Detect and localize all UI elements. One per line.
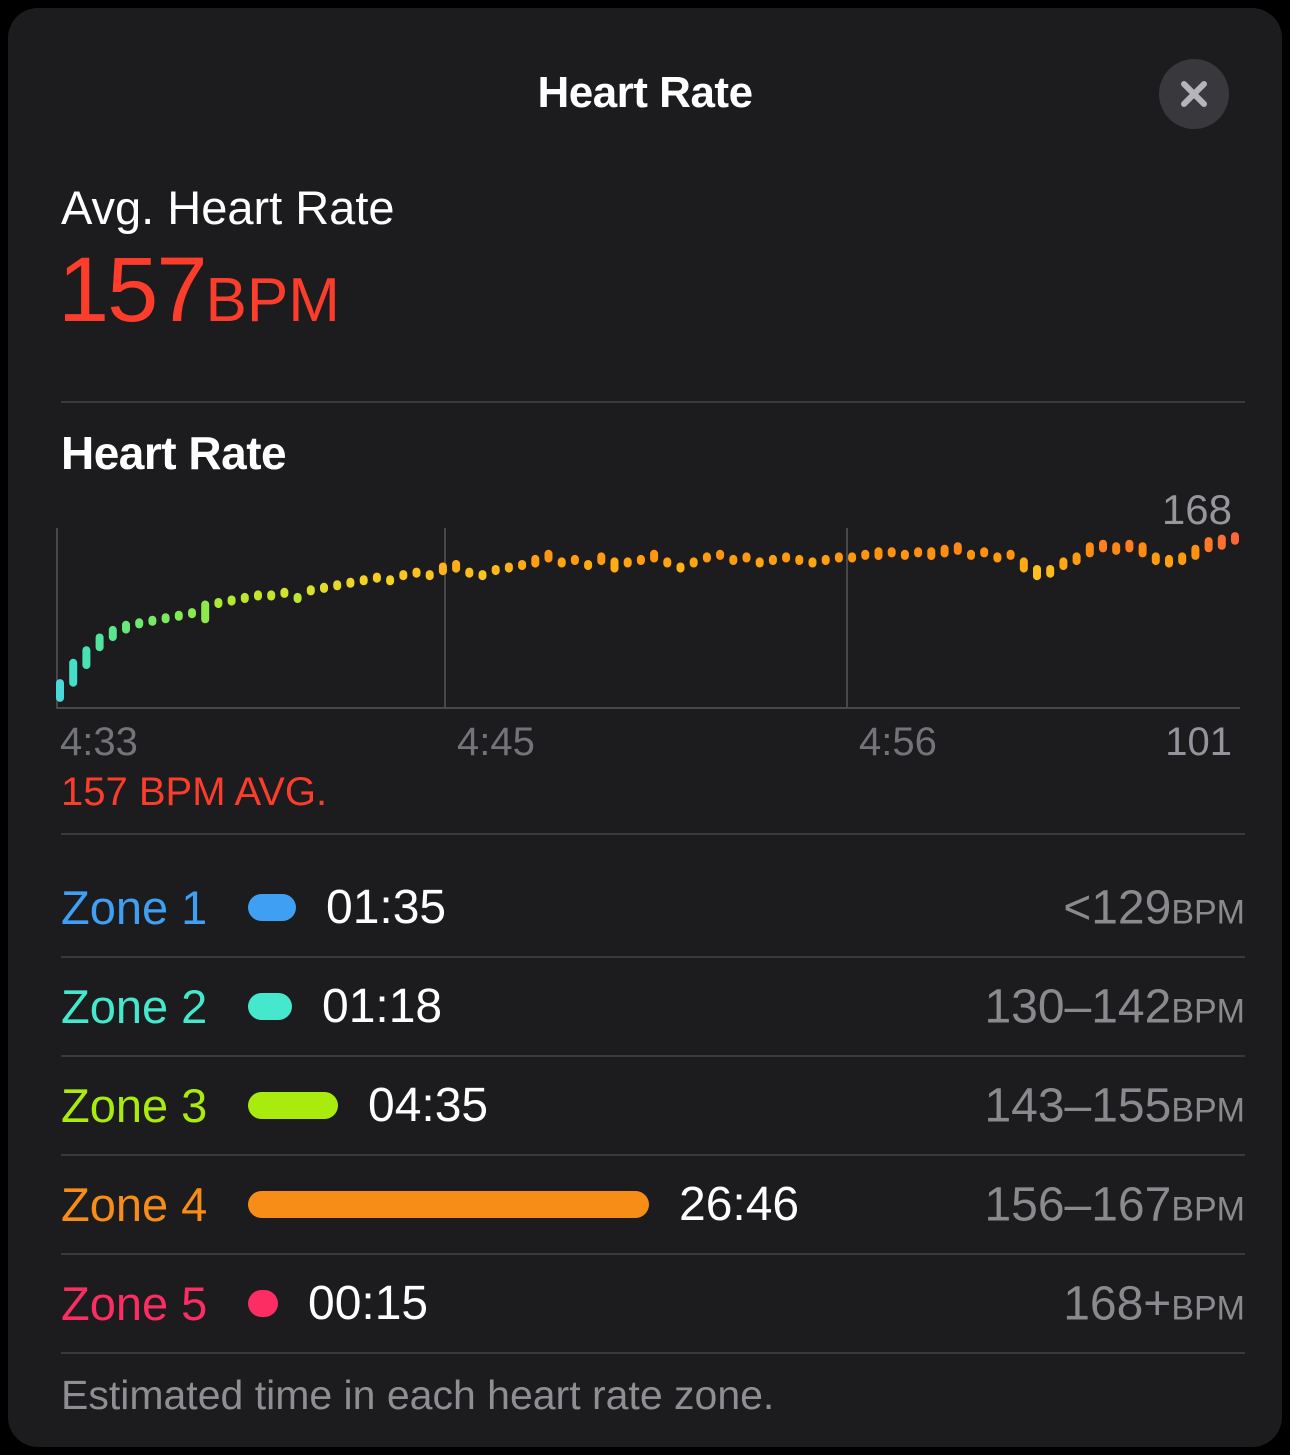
avg-bpm-unit: BPM <box>205 266 340 335</box>
zone-time: 26:46 <box>679 1178 800 1231</box>
x-axis-end-label: 101 <box>1165 720 1232 764</box>
zone-row-4: Zone 4 26:46 156–167 BPM <box>61 1156 1245 1255</box>
zone-label: Zone 2 <box>61 980 208 1033</box>
zone-bpm-range: 156–167 BPM <box>984 1177 1245 1232</box>
zone-bpm-range: <129 BPM <box>1063 880 1245 935</box>
zone-list: Zone 1 01:35 <129 BPM Zone 2 01:18 130–1… <box>61 859 1245 1354</box>
zone-range-number: <129 <box>1063 881 1172 934</box>
zone-bpm-range: 130–142 BPM <box>984 979 1245 1034</box>
zone-duration-pill <box>248 1191 649 1218</box>
close-button[interactable] <box>1159 59 1229 129</box>
zone-range-unit: BPM <box>1171 992 1245 1030</box>
zone-range-number: 143–155 <box>984 1079 1172 1132</box>
divider <box>61 833 1245 835</box>
zone-time: 04:35 <box>368 1079 489 1132</box>
chart-section-heading: Heart Rate <box>61 427 287 479</box>
zone-range-unit: BPM <box>1171 893 1245 931</box>
zone-bpm-range: 143–155 BPM <box>984 1078 1245 1133</box>
zone-duration-pill <box>248 1092 338 1119</box>
avg-bpm-number: 157 <box>58 239 207 341</box>
zone-row-2: Zone 2 01:18 130–142 BPM <box>61 958 1245 1057</box>
zone-row-1: Zone 1 01:35 <129 BPM <box>61 859 1245 958</box>
chart-max-bpm-label: 168 <box>1161 486 1232 533</box>
zone-range-number: 168+ <box>1063 1277 1172 1330</box>
page-title: Heart Rate <box>537 68 753 117</box>
zone-row-5: Zone 5 00:15 168+ BPM <box>61 1255 1245 1354</box>
x-axis-tick: 4:33 <box>60 720 138 764</box>
avg-heart-rate-label: Avg. Heart Rate <box>61 181 395 234</box>
modal-sheet: Heart Rate Avg. Heart Rate 157 BPM Heart… <box>8 8 1282 1447</box>
zone-label: Zone 3 <box>61 1079 208 1132</box>
zone-time: 00:15 <box>308 1277 429 1330</box>
zone-range-unit: BPM <box>1171 1289 1245 1327</box>
zone-duration-pill <box>248 894 296 921</box>
zone-range-number: 156–167 <box>984 1178 1172 1231</box>
zone-duration-pill <box>248 993 292 1020</box>
zone-label: Zone 5 <box>61 1277 208 1330</box>
close-icon <box>1177 77 1211 111</box>
divider <box>61 401 1245 403</box>
zone-range-unit: BPM <box>1171 1190 1245 1228</box>
zone-row-3: Zone 3 04:35 143–155 BPM <box>61 1057 1245 1156</box>
zone-label: Zone 1 <box>61 881 208 934</box>
x-axis-tick: 4:45 <box>457 720 535 764</box>
zone-range-unit: BPM <box>1171 1091 1245 1129</box>
zone-time: 01:18 <box>322 980 443 1033</box>
footer-note: Estimated time in each heart rate zone. <box>61 1372 775 1418</box>
avg-heart-rate-value: 157 BPM <box>58 244 340 336</box>
zone-label: Zone 4 <box>61 1178 208 1231</box>
zone-bpm-range: 168+ BPM <box>1063 1276 1245 1331</box>
avg-bpm-caption: 157 BPM AVG. <box>61 770 328 814</box>
zone-time: 01:35 <box>326 881 447 934</box>
zone-duration-pill <box>248 1290 278 1317</box>
zone-range-number: 130–142 <box>984 980 1172 1033</box>
x-axis-tick: 4:56 <box>859 720 937 764</box>
